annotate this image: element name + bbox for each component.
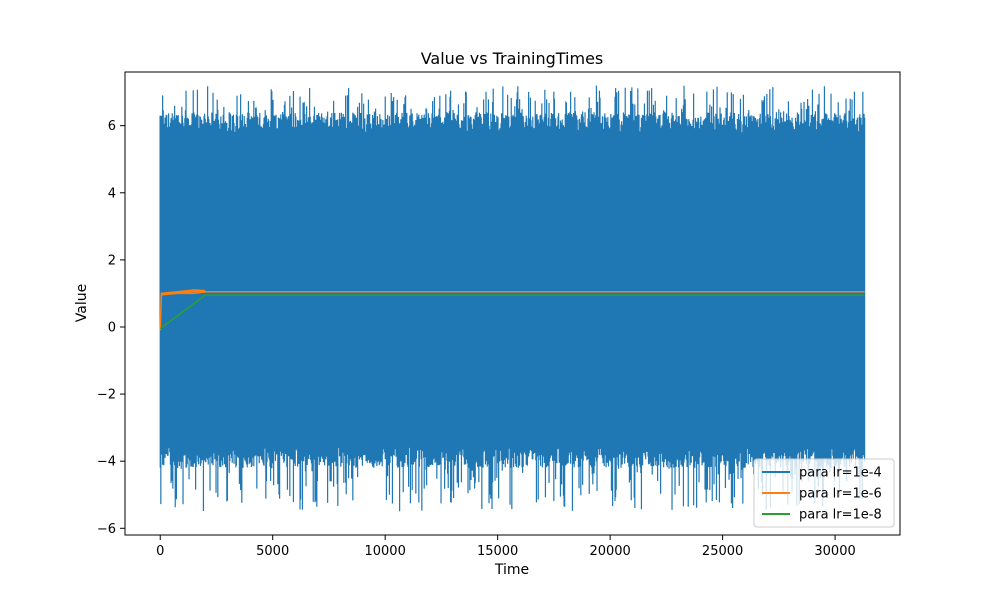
- y-tick-label: −4: [97, 455, 116, 470]
- y-tick-label: −6: [97, 522, 116, 537]
- y-tick-label: 4: [108, 186, 116, 201]
- legend: para lr=1e-4 para lr=1e-6 para lr=1e-8: [753, 458, 895, 528]
- legend-label: para lr=1e-6: [799, 487, 882, 502]
- series-line-lr-1e-6: [159, 291, 865, 331]
- series-line-lr-1e-4: [159, 85, 866, 512]
- legend-frame: [753, 458, 895, 528]
- y-tick-label: 6: [108, 119, 116, 134]
- plot-area-frame: [124, 71, 901, 536]
- chart-title: Value vs TrainingTimes: [421, 49, 604, 68]
- x-tick-label: 0: [156, 544, 164, 559]
- legend-label: para lr=1e-4: [799, 466, 882, 481]
- series-line-lr-1e-8: [159, 294, 865, 330]
- y-tick-label: 0: [108, 320, 116, 335]
- legend-label: para lr=1e-8: [799, 508, 882, 523]
- x-axis-label: Time: [494, 562, 529, 578]
- x-tick-label: 25000: [702, 544, 743, 559]
- x-tick-label: 5000: [256, 544, 289, 559]
- y-axis-label: Value: [74, 284, 90, 322]
- y-tick-label: −2: [97, 388, 116, 403]
- x-tick-label: 30000: [814, 544, 855, 559]
- series-line-lr-1e-6-early-band: [161, 289, 206, 296]
- series-band-path: [159, 85, 866, 512]
- y-tick-label: 2: [108, 253, 116, 268]
- series-layer: [159, 85, 866, 512]
- x-axis: 0 5000 10000 15000 20000 25000 30000: [156, 535, 856, 559]
- x-tick-label: 10000: [364, 544, 405, 559]
- x-tick-label: 20000: [589, 544, 630, 559]
- y-axis: −6 −4 −2 0 2 4 6: [97, 119, 125, 537]
- x-tick-label: 15000: [477, 544, 518, 559]
